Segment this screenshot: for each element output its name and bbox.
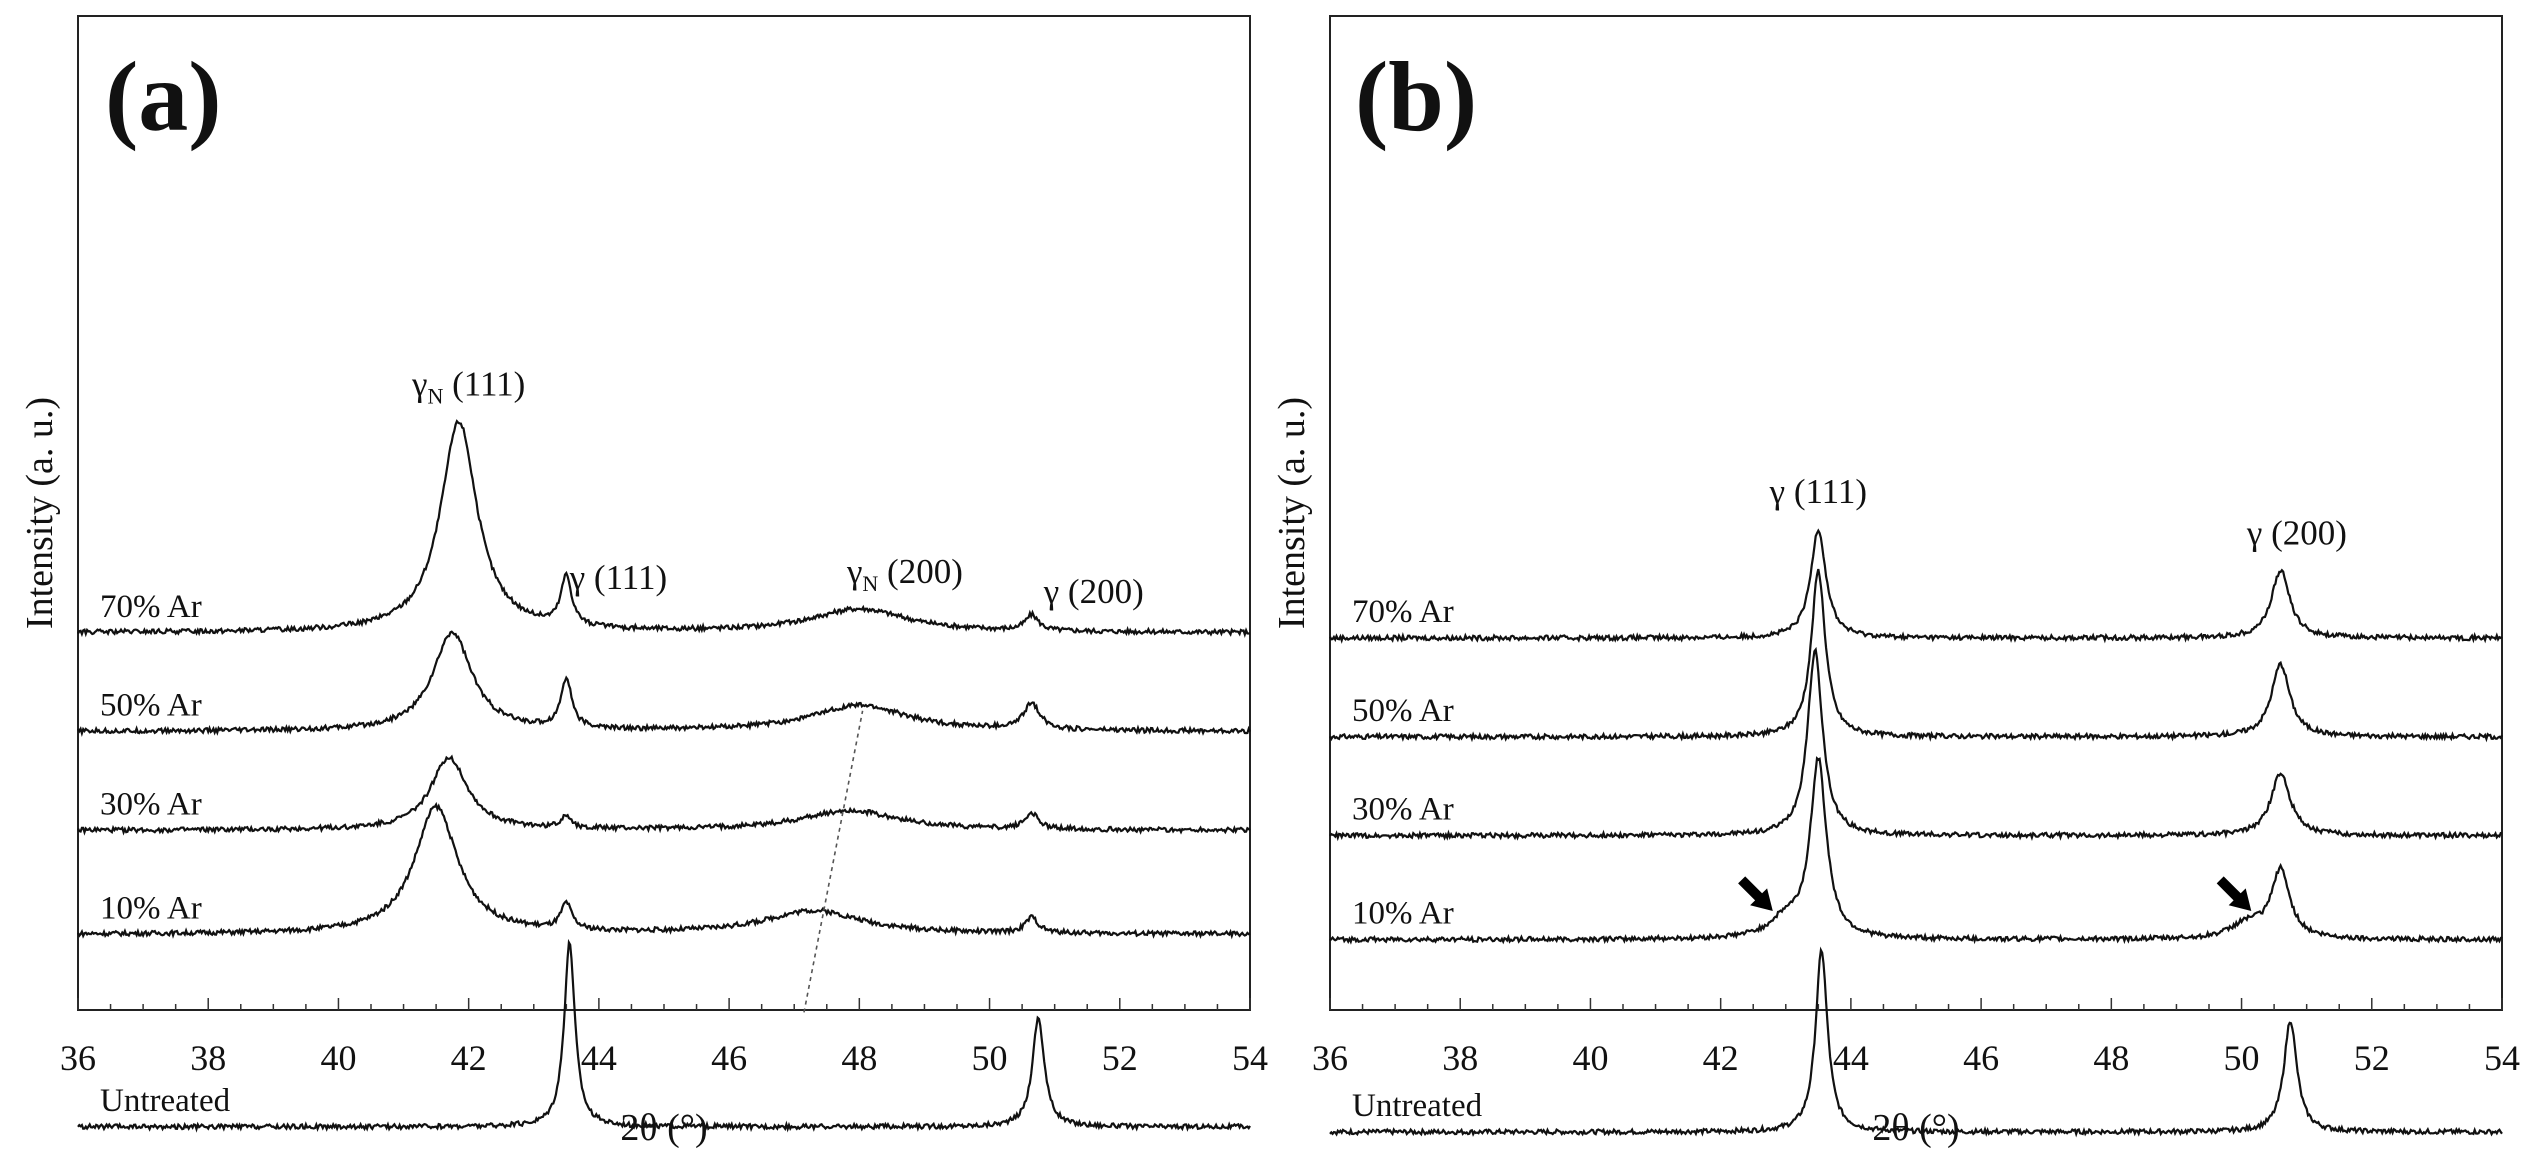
dashed-guide-line <box>803 710 864 1013</box>
panel-a-frame <box>77 15 1251 1011</box>
x-tick-label: 54 <box>2484 1038 2520 1078</box>
x-tick-label: 48 <box>841 1038 877 1078</box>
panel-b-y-axis-title: Intensity (a. u.) <box>1271 397 1313 629</box>
series-label: 10% Ar <box>100 890 202 926</box>
x-tick-label: 40 <box>320 1038 356 1078</box>
peak-annotation: γ (111) <box>1769 472 1867 511</box>
panel-b-letter: (b) <box>1355 41 1477 152</box>
x-tick-label: 44 <box>1833 1038 1869 1078</box>
series-trace-50-ar <box>77 630 1251 738</box>
x-tick-label: 42 <box>1703 1038 1739 1078</box>
series-trace-30-ar <box>1329 646 2503 842</box>
series-trace-30-ar <box>77 754 1251 836</box>
x-tick-label: 50 <box>2224 1038 2260 1078</box>
peak-annotation: γN (111) <box>411 365 525 409</box>
series-trace-10-ar <box>76 801 1251 940</box>
series-trace-70-ar <box>1329 528 2503 644</box>
series-label: Untreated <box>100 1083 231 1119</box>
series-label: 10% Ar <box>1352 896 1454 932</box>
series-trace-untreated <box>77 938 1251 1133</box>
panel-a-x-axis-title: 2θ (°) <box>620 1107 707 1149</box>
x-tick-label: 44 <box>581 1038 617 1078</box>
peak-annotation: γ (200) <box>1043 572 1144 611</box>
peak-annotation: γ (200) <box>2246 514 2347 553</box>
x-tick-label: 48 <box>2093 1038 2129 1078</box>
series-trace-50-ar <box>1329 568 2503 743</box>
peak-annotation: γN (200) <box>846 552 963 596</box>
panel-a-traces <box>76 419 1251 1133</box>
series-trace-untreated <box>1329 946 2503 1138</box>
x-tick-label: 52 <box>2354 1038 2390 1078</box>
panel-a-series-labels: 70% Ar 50% Ar 30% Ar 10% Ar Untreated <box>100 589 231 1119</box>
series-label: 50% Ar <box>1352 693 1454 729</box>
panel-a-letter: (a) <box>105 41 222 152</box>
series-label: 50% Ar <box>100 688 202 724</box>
series-label: 30% Ar <box>1352 792 1454 828</box>
panel-b-x-axis-title: 2θ (°) <box>1872 1107 1959 1149</box>
series-label: 70% Ar <box>100 589 202 625</box>
panel-b-series-labels: 70% Ar 50% Ar 30% Ar 10% Ar Untreated <box>1352 594 1483 1124</box>
panel-a-y-axis-title: Intensity (a. u.) <box>19 397 61 629</box>
panel-a-guide <box>803 710 864 1013</box>
panel-a-x-ticks: 36 38 40 42 44 46 48 50 52 54 <box>60 998 1268 1078</box>
series-trace-10-ar <box>1329 756 2503 945</box>
shoulder-arrow-icon <box>2216 876 2252 911</box>
x-tick-label: 38 <box>1442 1038 1478 1078</box>
series-label: 70% Ar <box>1352 594 1454 630</box>
panel-b-traces <box>1329 528 2503 1138</box>
shoulder-arrow-icon <box>1738 876 1773 911</box>
panel-b-arrows <box>1738 876 2252 911</box>
panel-b-x-ticks: 36 38 40 42 44 46 48 50 52 54 <box>1312 998 2520 1078</box>
x-tick-label: 46 <box>1963 1038 1999 1078</box>
series-label: Untreated <box>1352 1088 1483 1124</box>
x-tick-label: 36 <box>60 1038 96 1078</box>
x-tick-label: 36 <box>1312 1038 1348 1078</box>
x-tick-label: 38 <box>190 1038 226 1078</box>
series-label: 30% Ar <box>100 786 202 822</box>
panel-b-peak-annotations: γ (111) γ (200) <box>1769 472 2347 553</box>
x-tick-label: 54 <box>1232 1038 1268 1078</box>
series-trace-70-ar <box>77 419 1251 638</box>
x-tick-label: 50 <box>972 1038 1008 1078</box>
panel-b-chart: (b) 36 38 40 42 44 46 48 50 52 54 70% Ar 50% Ar 30%… <box>1271 15 2520 1149</box>
x-tick-label: 52 <box>1102 1038 1138 1078</box>
x-tick-label: 40 <box>1572 1038 1608 1078</box>
x-tick-label: 42 <box>451 1038 487 1078</box>
panel-a-peak-annotations: γN (111) γ (111) γN (200) γ (200) <box>411 365 1144 611</box>
x-tick-label: 46 <box>711 1038 747 1078</box>
panel-a-chart: (a) 36 38 40 42 44 46 48 50 52 54 70% Ar 50% Ar 30%… <box>19 15 1268 1149</box>
peak-annotation: γ (111) <box>569 558 667 597</box>
